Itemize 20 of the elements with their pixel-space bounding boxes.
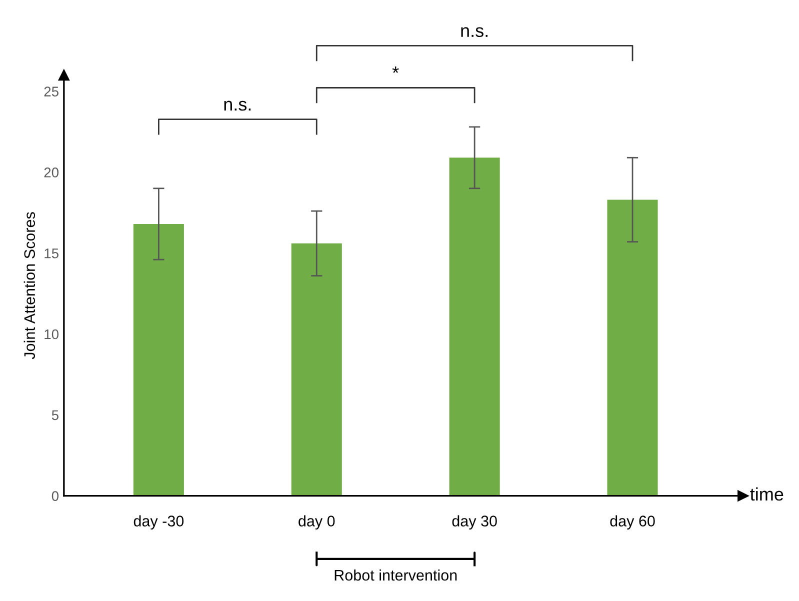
- x-axis-title: time: [750, 487, 784, 501]
- bar: [133, 224, 184, 496]
- bar: [291, 243, 342, 496]
- text: *: [392, 66, 399, 73]
- x-tick-label: day 0: [298, 515, 335, 530]
- y-tick-label: 25: [44, 86, 58, 96]
- text: n.s.: [461, 27, 488, 38]
- y-tick-label: 0: [52, 491, 59, 501]
- x-tick-label: day 30: [452, 515, 497, 530]
- y-tick-label: 15: [44, 248, 58, 258]
- x-tick-label: day 60: [610, 515, 655, 530]
- y-tick-label: 10: [44, 329, 59, 340]
- y-axis-title: Joint Attention Scores: [24, 212, 36, 360]
- x-tick-label: day -30: [134, 515, 184, 530]
- text: Robot intervention: [334, 569, 457, 581]
- bar: [449, 158, 500, 496]
- annotation: n.s.: [224, 100, 251, 111]
- y-tick-label: 5: [52, 410, 58, 420]
- bar: [607, 200, 658, 496]
- y-tick-label: 20: [44, 168, 59, 178]
